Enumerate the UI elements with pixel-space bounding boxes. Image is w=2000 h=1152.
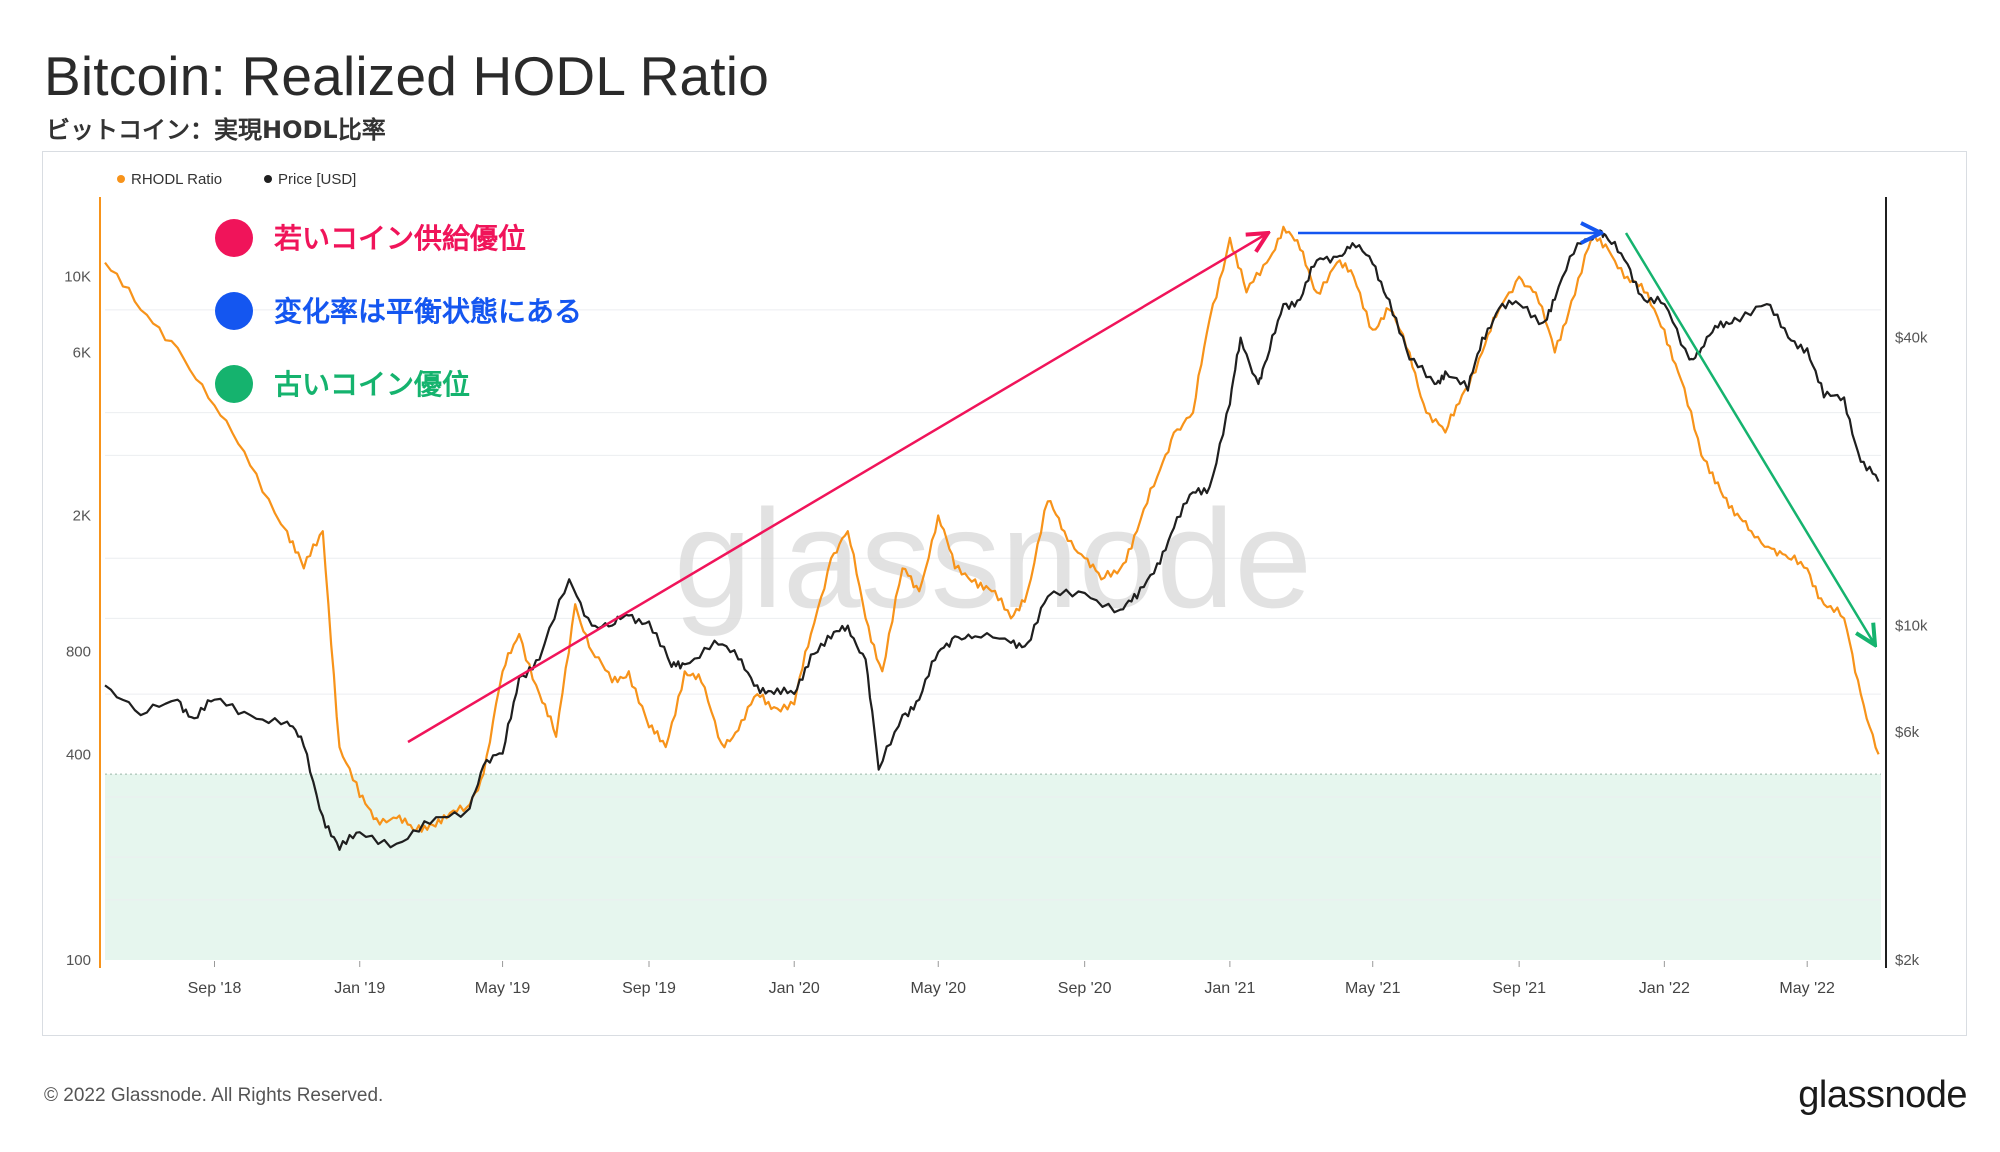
- x-tick-label: Jan '19: [334, 980, 385, 997]
- x-tick-label: Jan '20: [769, 980, 820, 997]
- chart-title: Bitcoin: Realized HODL Ratio: [44, 45, 769, 107]
- x-tick-label: Jan '21: [1204, 980, 1255, 997]
- y-right-tick-label: $2k: [1895, 952, 1920, 969]
- chart-legend: RHODL Ratio Price [USD]: [117, 171, 356, 188]
- annotation-dot-1: [215, 219, 253, 257]
- x-tick-label: Sep '19: [622, 980, 676, 997]
- copyright-text: © 2022 Glassnode. All Rights Reserved.: [44, 1085, 384, 1106]
- legend-label-rhodl[interactable]: RHODL Ratio: [131, 171, 222, 188]
- x-tick-label: Jan '22: [1639, 980, 1690, 997]
- y-left-tick-label: 10K: [64, 269, 91, 286]
- x-tick-label: Sep '20: [1058, 980, 1112, 997]
- glassnode-logo[interactable]: glassnode: [1798, 1074, 1967, 1116]
- y-left-tick-label: 800: [66, 643, 91, 660]
- annotation-label-3: 古いコイン優位: [274, 368, 470, 401]
- x-tick-label: May '21: [1345, 980, 1401, 997]
- legend-dot-rhodl: [117, 175, 125, 183]
- x-tick-label: Sep '18: [188, 980, 242, 997]
- chart-subtitle: ビットコイン：実現HODL比率: [46, 116, 386, 144]
- x-tick-label: May '19: [475, 980, 531, 997]
- chart-svg: RHODL Ratio Price [USD] glassnode 100 400…: [64, 171, 1928, 997]
- annotation-dot-3: [215, 365, 253, 403]
- price-line[interactable]: [104, 229, 1880, 851]
- legend-dot-price: [264, 175, 272, 183]
- young-supply-arrow: [407, 233, 1268, 744]
- annotation-dot-2: [215, 292, 253, 330]
- annotation-label-2: 変化率は平衡状態にある: [274, 295, 582, 328]
- y-left-tick-label: 2K: [73, 508, 91, 525]
- old-coin-arrow: [1624, 232, 1875, 645]
- y-left-tick-label: 100: [66, 952, 91, 969]
- y-left-tick-label: 6K: [73, 345, 91, 362]
- old-coin-zone: [105, 774, 1881, 960]
- legend-label-price[interactable]: Price [USD]: [278, 171, 356, 188]
- y-left-tick-label: 400: [66, 746, 91, 763]
- x-tick-label: Sep '21: [1492, 980, 1546, 997]
- y-right-tick-label: $40k: [1895, 330, 1928, 347]
- x-tick-label: May '22: [1779, 980, 1835, 997]
- y-right-tick-label: $10k: [1895, 618, 1928, 635]
- chart-container: RHODL Ratio Price [USD] glassnode 100 400…: [42, 151, 1967, 1036]
- y-right-tick-label: $6k: [1895, 724, 1920, 741]
- annotation-label-1: 若いコイン供給優位: [274, 222, 526, 255]
- x-tick-label: May '20: [910, 980, 966, 997]
- watermark: glassnode: [674, 480, 1312, 637]
